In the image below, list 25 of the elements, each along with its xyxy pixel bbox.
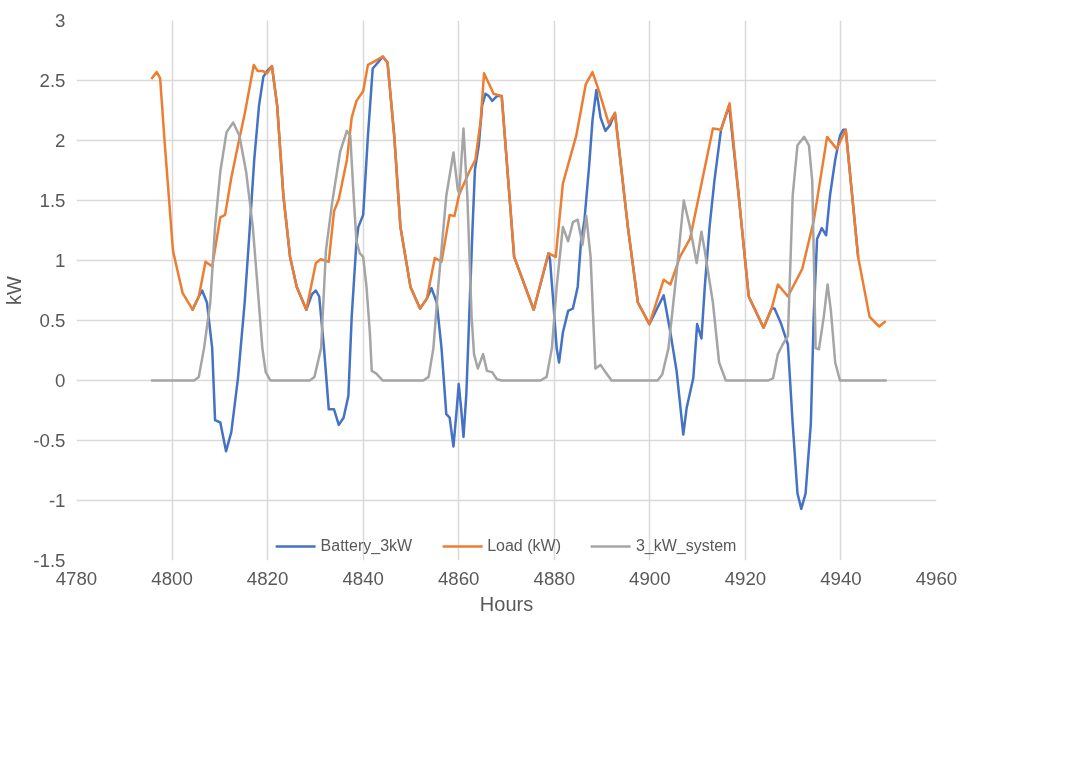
y-axis-title: kW (3, 275, 26, 305)
x-tick-label: 4860 (437, 567, 480, 589)
y-tick-label: 0 (55, 370, 66, 391)
line-series (150, 121, 888, 382)
legend-label: 3_kW_system (635, 537, 737, 555)
x-tick-label: 4840 (342, 567, 384, 589)
y-tick-label: -1 (48, 490, 66, 511)
y-tick-label: 0.5 (39, 310, 66, 331)
legend-label: Battery_3kW (320, 537, 413, 555)
x-tick-label: 4900 (629, 567, 671, 589)
y-tick-label: 1.5 (39, 190, 66, 211)
x-tick-label: 4960 (915, 567, 958, 589)
x-tick-label: 4880 (533, 567, 576, 589)
legend-label: Load (kW) (487, 537, 561, 555)
y-tick-label: 2.5 (39, 70, 66, 91)
y-tick-label: 1 (55, 250, 66, 271)
y-tick-label: -0.5 (33, 430, 66, 451)
x-tick-label: 4800 (151, 567, 193, 589)
y-tick-label: 2 (55, 130, 66, 151)
x-tick-label: 4940 (820, 567, 862, 589)
x-tick-label: 4820 (246, 567, 289, 589)
y-tick-label: 3 (55, 10, 66, 31)
x-axis-title: Hours (479, 592, 534, 615)
x-tick-label: 4920 (724, 567, 767, 589)
line-series (150, 55, 887, 329)
